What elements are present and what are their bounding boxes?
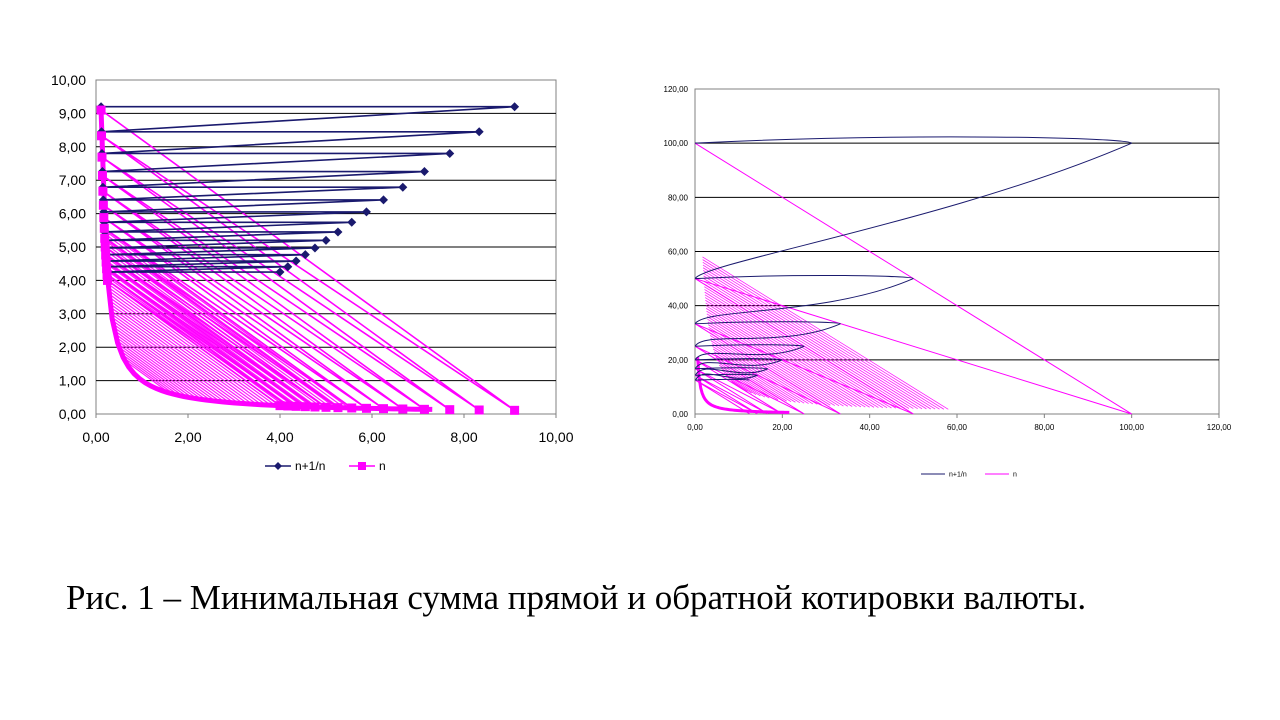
- y-tick-label: 60,00: [668, 248, 689, 257]
- y-tick-label: 40,00: [668, 302, 689, 311]
- diamond-marker: [321, 235, 331, 245]
- x-tick-label: 20,00: [772, 423, 793, 432]
- square-marker: [310, 402, 320, 412]
- square-marker: [300, 402, 310, 412]
- square-marker: [98, 186, 108, 196]
- y-tick-label: 10,00: [51, 72, 86, 88]
- x-tick-label: 6,00: [358, 429, 385, 445]
- square-marker: [347, 403, 357, 413]
- x-tick-label: 0,00: [82, 429, 109, 445]
- y-tick-label: 9,00: [59, 105, 86, 121]
- y-tick-label: 80,00: [668, 193, 689, 202]
- diamond-marker: [510, 102, 520, 112]
- x-tick-label: 60,00: [947, 423, 968, 432]
- square-marker: [97, 171, 107, 181]
- square-marker: [291, 401, 301, 411]
- x-tick-label: 10,00: [538, 429, 573, 445]
- diamond-marker: [398, 182, 408, 192]
- diamond-marker: [474, 127, 484, 137]
- square-marker: [379, 404, 388, 414]
- series-n-curve: [696, 357, 790, 414]
- diamond-marker: [347, 217, 357, 227]
- square-marker: [361, 403, 371, 413]
- legend-label: n: [379, 459, 386, 473]
- y-tick-label: 8,00: [59, 139, 86, 155]
- y-tick-label: 4,00: [59, 272, 86, 288]
- series-n-dense-lines: [104, 229, 350, 409]
- square-marker: [474, 405, 484, 415]
- y-tick-label: 20,00: [668, 356, 689, 365]
- square-marker: [99, 223, 109, 233]
- x-tick-label: 0,00: [687, 423, 703, 432]
- legend-marker: [274, 462, 282, 470]
- series-n-plus-1-over-n-line: [694, 136, 1133, 381]
- diamond-marker: [333, 227, 343, 237]
- y-tick-label: 1,00: [59, 373, 86, 389]
- series-n-curve: [98, 110, 433, 412]
- x-tick-label: 80,00: [1034, 423, 1055, 432]
- x-tick-label: 2,00: [174, 429, 201, 445]
- diamond-marker: [300, 250, 310, 260]
- y-tick-label: 100,00: [664, 139, 689, 148]
- square-marker: [103, 275, 112, 285]
- y-tick-label: 6,00: [59, 206, 86, 222]
- diamond-marker: [283, 262, 293, 272]
- y-tick-label: 0,00: [672, 410, 688, 419]
- chart-1: 0,00 1,00 2,00 3,00 4,00 5,00 6,00 7,00 8,00 9,00…: [51, 72, 574, 473]
- square-marker: [445, 405, 455, 415]
- diamond-marker: [361, 207, 371, 217]
- y-tick-label: 7,00: [59, 172, 86, 188]
- x-tick-label: 40,00: [860, 423, 881, 432]
- square-marker: [419, 404, 429, 414]
- square-marker: [333, 403, 343, 413]
- diamond-marker: [379, 195, 388, 205]
- square-marker: [275, 401, 285, 411]
- x-tick-label: 4,00: [266, 429, 293, 445]
- series-n-plus-1-over-n-line: [101, 105, 515, 273]
- diamond-marker: [275, 267, 285, 277]
- square-marker: [100, 242, 110, 252]
- square-marker: [283, 401, 293, 411]
- chart-2: 0,00 20,00 40,00 60,00 80,00 100,00 120,00 0,00…: [664, 85, 1232, 479]
- square-marker: [101, 257, 111, 267]
- x-tick-label: 100,00: [1119, 423, 1144, 432]
- y-tick-label: 0,00: [59, 406, 86, 422]
- square-marker: [321, 402, 331, 412]
- y-tick-label: 120,00: [664, 85, 689, 94]
- square-marker: [398, 404, 408, 414]
- y-tick-label: 3,00: [59, 306, 86, 322]
- legend-label: n+1/n: [295, 459, 325, 473]
- diamond-marker: [310, 243, 320, 253]
- square-marker: [97, 131, 107, 141]
- square-marker: [102, 264, 112, 274]
- square-marker: [98, 200, 108, 210]
- diamond-marker: [445, 148, 455, 158]
- y-tick-label: 2,00: [59, 339, 86, 355]
- legend-label: n+1/n: [949, 472, 967, 479]
- square-marker: [97, 152, 107, 162]
- diamond-marker: [291, 256, 301, 266]
- square-marker: [96, 105, 106, 115]
- square-marker: [100, 233, 110, 243]
- legend-marker: [358, 462, 366, 470]
- diamond-marker: [419, 167, 429, 177]
- square-marker: [99, 213, 109, 223]
- x-tick-label: 120,00: [1207, 423, 1232, 432]
- legend-label: n: [1013, 472, 1017, 479]
- y-tick-label: 5,00: [59, 239, 86, 255]
- square-marker: [102, 270, 112, 280]
- x-tick-label: 8,00: [450, 429, 477, 445]
- square-marker: [510, 405, 520, 415]
- square-marker: [101, 250, 111, 260]
- figure-caption: Рис. 1 – Минимальная сумма прямой и обра…: [66, 578, 1087, 617]
